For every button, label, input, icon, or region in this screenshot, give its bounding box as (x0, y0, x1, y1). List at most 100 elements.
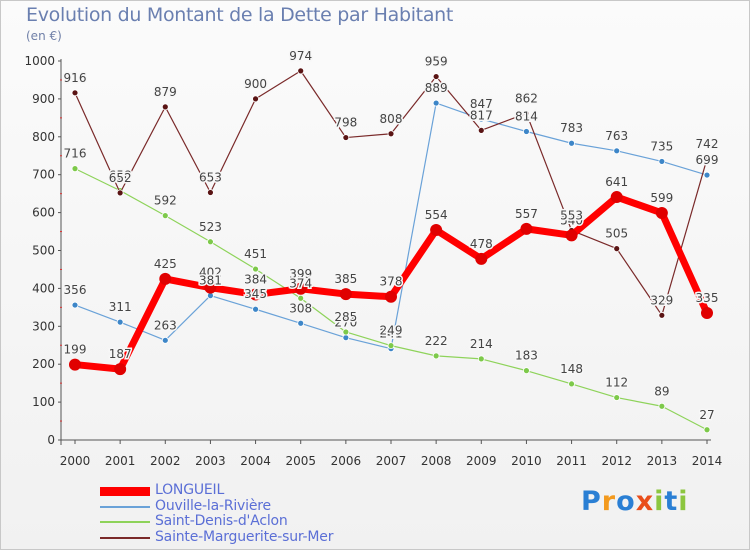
data-point (385, 290, 397, 303)
data-label: 879 (154, 85, 177, 99)
data-point (207, 189, 214, 196)
logo-letter: i (678, 486, 689, 517)
x-tick-label: 2004 (240, 454, 271, 468)
data-point (703, 426, 711, 434)
y-tick-label: 900 (32, 92, 55, 106)
data-label: 653 (199, 171, 222, 185)
data-point (568, 139, 575, 147)
data-point (703, 171, 711, 179)
data-label: 345 (244, 287, 267, 301)
data-label: 742 (696, 137, 719, 151)
logo-letter: t (664, 486, 679, 517)
data-point (523, 128, 530, 135)
data-label: 311 (109, 300, 132, 314)
data-point (565, 229, 578, 242)
data-label: 699 (696, 153, 719, 167)
x-tick-label: 2003 (195, 454, 226, 468)
data-label: 199 (64, 343, 87, 357)
data-label: 658 (109, 169, 132, 183)
x-tick-label: 2002 (150, 454, 181, 468)
data-label: 222 (425, 334, 448, 348)
data-point (297, 319, 305, 327)
data-label: 308 (289, 301, 312, 315)
data-point (703, 155, 711, 163)
data-point (161, 336, 169, 344)
data-point (342, 334, 350, 342)
x-tick-label: 2008 (421, 454, 452, 468)
data-label: 974 (289, 49, 312, 63)
data-point (387, 130, 395, 138)
data-point (658, 311, 666, 319)
series-sainte-marguerite-sur-mer (71, 67, 711, 319)
data-point (71, 165, 79, 173)
x-tick-label: 2014 (692, 454, 723, 468)
data-label: 798 (334, 116, 357, 130)
data-label: 241 (380, 327, 403, 341)
data-label: 356 (64, 283, 87, 297)
data-point (69, 358, 81, 371)
data-point (430, 224, 443, 237)
y-tick-label: 100 (32, 395, 55, 409)
data-label: 148 (560, 362, 583, 376)
logo-letter: x (635, 486, 655, 517)
data-label: 263 (154, 318, 177, 332)
data-point (568, 380, 575, 388)
data-point (432, 73, 440, 80)
y-tick-label: 1000 (24, 54, 55, 68)
data-point (477, 115, 485, 123)
data-label: 381 (199, 274, 222, 288)
y-axis-ticks: 0 100 200 300 400 500 600 700 800 900 1000 (24, 54, 62, 447)
data-label: 763 (605, 129, 628, 143)
data-label: 112 (605, 376, 628, 390)
data-label: 270 (334, 316, 357, 330)
data-label: 335 (696, 291, 719, 305)
data-label: 505 (605, 227, 628, 241)
data-label: 402 (199, 266, 222, 280)
legend-swatch (100, 487, 150, 496)
series-longueil (69, 191, 713, 376)
data-label: 847 (470, 97, 493, 111)
x-axis-ticks: 2000 2001 2002 2003 2004 2005 2006 2007 2008 2009… (60, 440, 723, 468)
data-point (207, 238, 214, 246)
data-label: 808 (380, 112, 403, 126)
data-label: 451 (244, 247, 267, 261)
y-tick-label: 500 (32, 244, 55, 258)
data-point (161, 103, 169, 111)
data-point (342, 328, 350, 336)
data-point (658, 402, 666, 410)
x-tick-label: 2012 (601, 454, 632, 468)
x-tick-label: 2007 (376, 454, 407, 468)
y-tick-label: 400 (32, 281, 55, 295)
data-label: 214 (470, 337, 493, 351)
logo-letter: r (601, 486, 617, 517)
x-tick-label: 2011 (556, 454, 587, 468)
data-label: 27 (699, 408, 714, 422)
data-point (252, 305, 259, 313)
data-point (523, 367, 530, 375)
data-label: 716 (64, 147, 87, 161)
data-labels: 916 652 879 653 900 974 798 808 959 817 862 553 505 3… (62, 47, 720, 308)
data-label: 959 (425, 55, 448, 69)
data-label: 89 (654, 384, 669, 398)
data-point (71, 89, 79, 97)
data-point (204, 281, 217, 294)
series-saint-denis-d-aclon (71, 165, 711, 434)
data-label: 900 (244, 77, 267, 91)
data-point (523, 109, 530, 117)
data-label: 557 (515, 207, 538, 221)
x-tick-label: 2005 (285, 454, 316, 468)
y-tick-label: 700 (32, 168, 55, 182)
legend-swatch (100, 521, 150, 523)
data-label: 641 (605, 175, 628, 189)
x-tick-label: 2001 (105, 454, 136, 468)
chart-unit-label: (en €) (26, 29, 62, 43)
data-label: 183 (515, 349, 538, 363)
data-label: 817 (470, 108, 493, 122)
data-point (294, 282, 307, 295)
data-point (71, 301, 79, 309)
data-labels: 356 311 263 381 345 308 270 241 889 847 814 783 763 7… (62, 80, 720, 343)
data-label: 735 (650, 139, 673, 153)
data-point (342, 134, 350, 141)
data-label: 425 (154, 257, 177, 271)
